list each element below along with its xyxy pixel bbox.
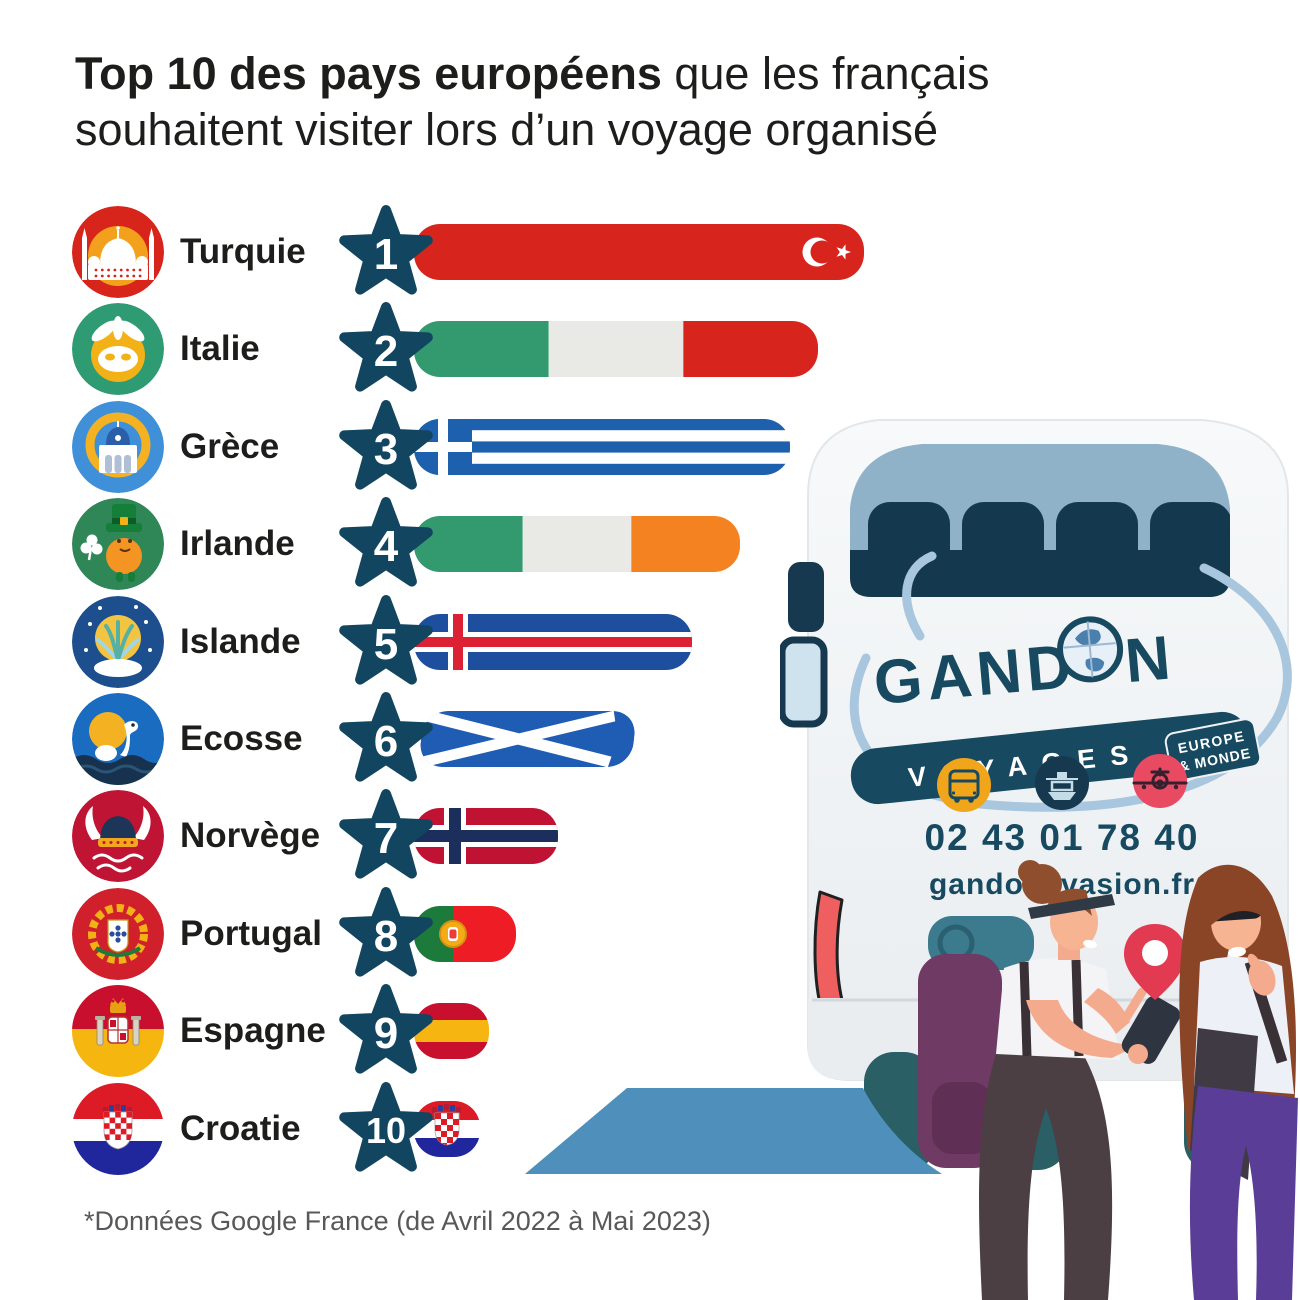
ship-icon <box>1035 756 1089 810</box>
blue-ramp <box>525 1088 942 1174</box>
country-label: Turquie <box>180 232 306 271</box>
page-title: Top 10 des pays européens que les frança… <box>75 46 1125 158</box>
brand-suffix: N <box>1122 624 1173 697</box>
ranking-row-islande: Islande 5 <box>0 594 900 690</box>
rank-star: 8 <box>336 884 436 988</box>
islande-icon <box>70 594 166 690</box>
country-label: Islande <box>180 621 301 661</box>
bus-illustration: GAND N VOYAGES EUROPE & MONDE <box>780 419 1292 1174</box>
svg-text:5: 5 <box>374 620 398 669</box>
country-label: Espagne <box>180 1011 326 1051</box>
phone-number: 02 43 01 78 40 <box>925 817 1200 858</box>
rank-star: 9 <box>336 981 436 1085</box>
plane-icon <box>1132 754 1188 808</box>
rank-star: 4 <box>336 494 436 598</box>
flag-bar-irlande <box>414 516 740 573</box>
travelers-illustration <box>918 860 1298 1300</box>
svg-text:9: 9 <box>374 1009 398 1058</box>
grece-icon <box>70 399 166 495</box>
country-label: Ecosse <box>180 719 303 758</box>
traveler-left <box>918 860 1181 1300</box>
ranking-row-italie: Italie 2 <box>0 301 900 397</box>
bus-icon <box>937 758 991 812</box>
svg-text:1: 1 <box>374 230 398 279</box>
country-label: Italie <box>180 329 260 369</box>
svg-text:3: 3 <box>374 425 398 474</box>
bus-seats <box>850 502 1230 597</box>
country-label: Irlande <box>180 524 295 564</box>
svg-text:10: 10 <box>366 1110 406 1151</box>
ranking-row-portugal: Portugal 8 <box>0 886 900 982</box>
bus-mirror <box>780 562 828 728</box>
ranking-row-turquie: Turquie 1 <box>0 204 900 300</box>
rank-star: 7 <box>336 786 436 890</box>
flag-bar-espagne <box>414 1003 489 1060</box>
portugal-icon <box>70 886 166 982</box>
croatie-icon <box>70 1081 166 1177</box>
rank-star: 6 <box>336 689 436 793</box>
flag-bar-islande <box>414 613 692 670</box>
ranking-row-ecosse: Ecosse 6 <box>0 691 900 787</box>
country-label: Portugal <box>180 913 322 953</box>
rank-star: 2 <box>336 299 436 403</box>
espagne-icon <box>70 983 166 1079</box>
ranking-row-croatie: Croatie 10 <box>0 1081 900 1177</box>
norvege-icon <box>70 788 166 884</box>
svg-text:7: 7 <box>374 814 398 863</box>
title-regular: que les français <box>661 48 990 99</box>
ranking-row-espagne: Espagne 9 <box>0 983 900 1079</box>
rank-star: 3 <box>336 397 436 501</box>
svg-text:2: 2 <box>374 327 398 376</box>
country-label: Croatie <box>180 1108 301 1148</box>
title-line2: souhaitent visiter lors d’un voyage orga… <box>75 103 938 155</box>
ranking-row-grece: Grèce 3 <box>0 399 900 495</box>
country-label: Grèce <box>180 426 280 466</box>
ecosse-icon <box>70 691 166 787</box>
ranking-list: Turquie 1 Italie 2 <box>0 204 900 1177</box>
cap-visor <box>1028 894 1115 919</box>
flag-bar-grece <box>414 418 790 475</box>
location-pin-icon <box>1124 924 1186 1000</box>
flag-bar-ecosse <box>414 711 641 767</box>
title-bold: Top 10 des pays européens <box>75 48 662 99</box>
irlande-icon <box>70 496 166 592</box>
europe-monde-badge: EUROPE & MONDE <box>1164 718 1262 782</box>
svg-text:6: 6 <box>374 717 398 766</box>
traveler-right <box>1179 864 1298 1300</box>
pointing-finger <box>1121 987 1147 1023</box>
svg-text:8: 8 <box>374 912 398 961</box>
hair-bun <box>1022 864 1062 904</box>
ranking-row-irlande: Irlande 4 <box>0 496 900 592</box>
rank-star: 5 <box>336 592 436 696</box>
brand-logo: GAND N <box>871 616 1173 718</box>
flag-bar-italie <box>414 321 818 378</box>
transport-icons <box>937 754 1188 812</box>
rank-star: 10 <box>336 1079 436 1183</box>
globe-icon <box>1057 616 1124 683</box>
turquie-icon <box>70 204 166 300</box>
ranking-row-norvege: Norvège 7 <box>0 788 900 884</box>
country-label: Norvège <box>180 816 321 856</box>
footnote-source: *Données Google France (de Avril 2022 à … <box>84 1206 711 1236</box>
flag-bar-norvege <box>414 808 558 865</box>
flag-bar-portugal <box>414 905 516 962</box>
rank-star: 1 <box>336 202 436 306</box>
italie-icon <box>70 301 166 397</box>
svg-text:4: 4 <box>374 522 399 571</box>
flag-bar-turquie <box>414 224 864 280</box>
